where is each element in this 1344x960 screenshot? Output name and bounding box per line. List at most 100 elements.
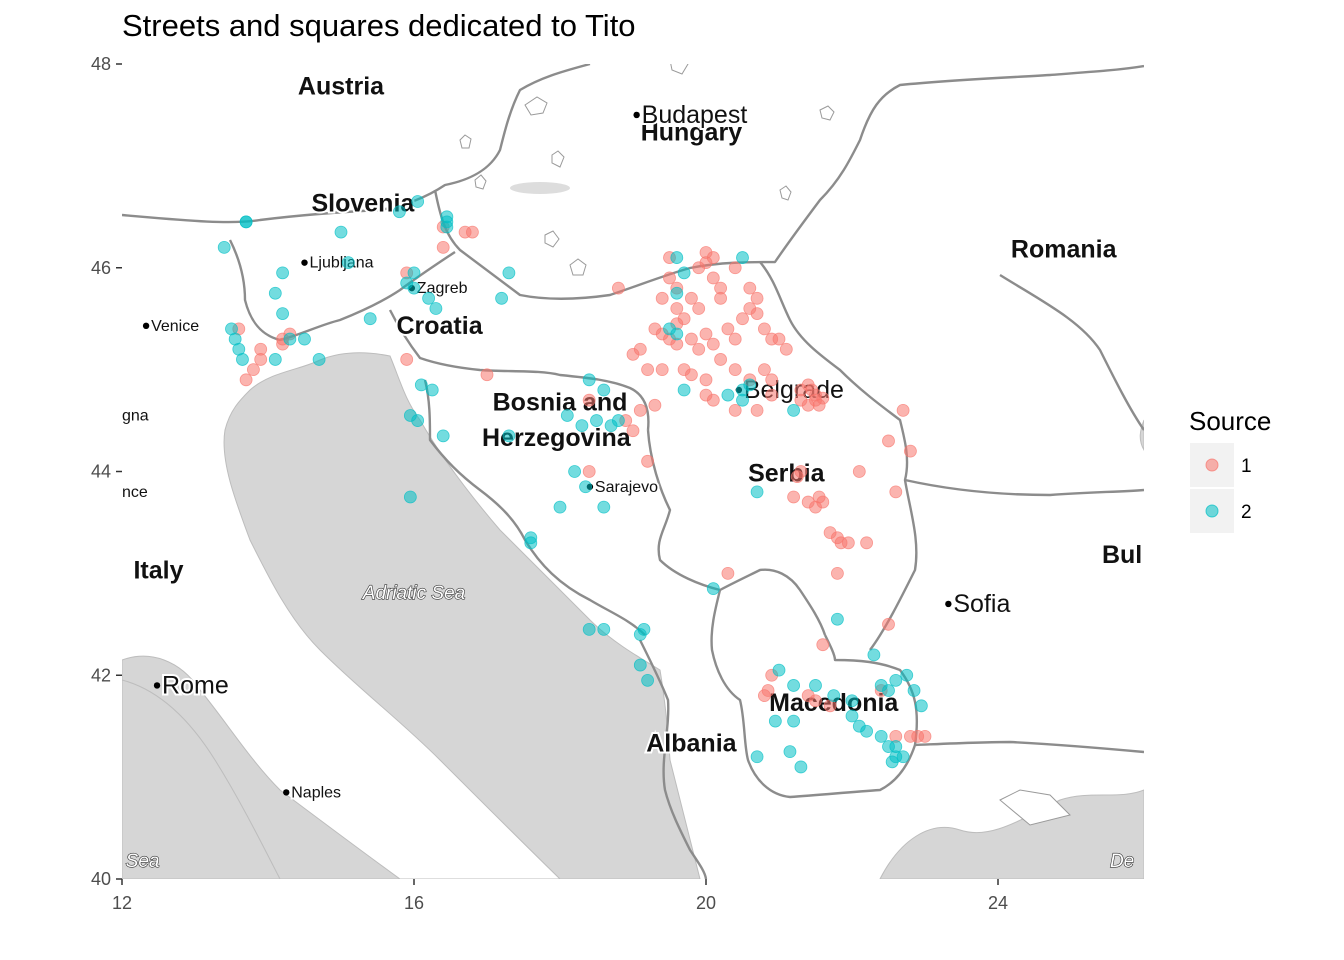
- point-series-1[interactable]: [721, 566, 735, 580]
- point-series-2[interactable]: [787, 403, 800, 417]
- point-series-1[interactable]: [692, 342, 706, 356]
- point-series-1[interactable]: [852, 465, 866, 478]
- point-series-2[interactable]: [276, 266, 290, 280]
- point-series-2[interactable]: [217, 240, 231, 254]
- point-series-1[interactable]: [765, 373, 779, 387]
- point-series-2[interactable]: [411, 195, 425, 208]
- point-series-1[interactable]: [633, 403, 647, 417]
- point-series-2[interactable]: [334, 225, 348, 239]
- point-series-1[interactable]: [692, 302, 706, 315]
- point-series-1[interactable]: [582, 465, 596, 478]
- point-series-1[interactable]: [633, 342, 647, 356]
- point-series-1[interactable]: [758, 363, 771, 377]
- point-series-1[interactable]: [400, 353, 414, 366]
- point-series-1[interactable]: [882, 434, 895, 448]
- point-series-2[interactable]: [422, 291, 436, 305]
- point-series-2[interactable]: [436, 429, 450, 443]
- point-series-2[interactable]: [670, 251, 684, 264]
- point-series-1[interactable]: [743, 281, 757, 295]
- point-series-1[interactable]: [750, 291, 764, 305]
- point-series-1[interactable]: [706, 251, 720, 264]
- point-series-2[interactable]: [312, 353, 326, 366]
- point-series-2[interactable]: [860, 724, 873, 738]
- point-series-2[interactable]: [677, 383, 691, 397]
- point-series-1[interactable]: [816, 638, 830, 652]
- point-series-1[interactable]: [841, 536, 855, 550]
- point-series-1[interactable]: [772, 332, 786, 346]
- point-series-2[interactable]: [900, 668, 914, 682]
- point-series-2[interactable]: [575, 419, 589, 433]
- point-series-2[interactable]: [568, 465, 581, 478]
- point-series-2[interactable]: [882, 684, 895, 697]
- point-series-2[interactable]: [772, 663, 786, 677]
- point-series-2[interactable]: [236, 353, 249, 366]
- point-series-2[interactable]: [425, 383, 439, 397]
- point-series-1[interactable]: [699, 388, 713, 402]
- point-series-1[interactable]: [758, 322, 771, 336]
- point-series-1[interactable]: [728, 403, 742, 417]
- point-series-1[interactable]: [670, 302, 684, 315]
- point-series-2[interactable]: [298, 332, 311, 346]
- point-series-2[interactable]: [874, 729, 888, 743]
- point-series-2[interactable]: [637, 623, 651, 636]
- point-series-1[interactable]: [728, 363, 742, 377]
- point-series-1[interactable]: [714, 353, 727, 366]
- point-series-1[interactable]: [685, 368, 698, 382]
- point-series-1[interactable]: [721, 322, 735, 336]
- point-series-2[interactable]: [440, 220, 454, 234]
- point-series-1[interactable]: [816, 391, 830, 405]
- point-series-1[interactable]: [612, 281, 625, 295]
- point-series-2[interactable]: [907, 684, 921, 697]
- point-series-1[interactable]: [648, 398, 662, 412]
- point-series-2[interactable]: [889, 673, 903, 687]
- point-series-1[interactable]: [812, 490, 826, 504]
- point-series-1[interactable]: [641, 454, 654, 468]
- point-series-2[interactable]: [524, 536, 538, 550]
- point-series-1[interactable]: [663, 271, 676, 285]
- point-series-2[interactable]: [239, 215, 253, 229]
- point-series-1[interactable]: [882, 617, 895, 631]
- point-series-1[interactable]: [750, 307, 764, 320]
- point-series-2[interactable]: [787, 679, 800, 692]
- point-series-2[interactable]: [582, 373, 596, 387]
- point-series-2[interactable]: [407, 281, 421, 295]
- point-series-1[interactable]: [641, 363, 654, 377]
- point-series-2[interactable]: [743, 378, 757, 392]
- point-series-2[interactable]: [882, 740, 895, 753]
- point-series-2[interactable]: [750, 485, 764, 499]
- point-series-2[interactable]: [268, 353, 282, 366]
- point-series-1[interactable]: [254, 353, 268, 366]
- point-series-2[interactable]: [553, 500, 567, 514]
- point-series-2[interactable]: [641, 673, 654, 687]
- point-series-1[interactable]: [728, 261, 742, 275]
- point-series-1[interactable]: [706, 271, 720, 285]
- point-series-2[interactable]: [768, 714, 782, 728]
- point-series-1[interactable]: [736, 312, 749, 326]
- point-series-2[interactable]: [885, 755, 899, 769]
- point-series-2[interactable]: [794, 760, 808, 774]
- point-series-2[interactable]: [831, 612, 844, 626]
- point-series-1[interactable]: [809, 694, 822, 708]
- point-series-1[interactable]: [246, 363, 260, 377]
- point-series-1[interactable]: [779, 342, 793, 356]
- point-series-1[interactable]: [685, 332, 698, 346]
- point-series-2[interactable]: [736, 393, 749, 407]
- point-series-1[interactable]: [790, 470, 804, 483]
- point-series-2[interactable]: [827, 689, 841, 703]
- point-series-2[interactable]: [414, 378, 428, 392]
- point-series-1[interactable]: [758, 689, 771, 703]
- point-series-2[interactable]: [268, 286, 282, 300]
- point-series-1[interactable]: [655, 363, 669, 377]
- point-series-1[interactable]: [794, 393, 808, 407]
- point-series-2[interactable]: [783, 745, 797, 759]
- point-series-2[interactable]: [721, 388, 735, 402]
- point-series-2[interactable]: [809, 679, 822, 692]
- point-series-1[interactable]: [889, 485, 903, 499]
- point-series-2[interactable]: [670, 286, 684, 300]
- map-panel[interactable]: AustriaHungarySloveniaRomaniaCroatiaBosn…: [84, 56, 1144, 879]
- point-series-1[interactable]: [655, 291, 669, 305]
- point-series-2[interactable]: [736, 251, 749, 264]
- point-series-1[interactable]: [714, 291, 727, 305]
- point-series-1[interactable]: [765, 388, 779, 402]
- point-series-2[interactable]: [579, 480, 592, 494]
